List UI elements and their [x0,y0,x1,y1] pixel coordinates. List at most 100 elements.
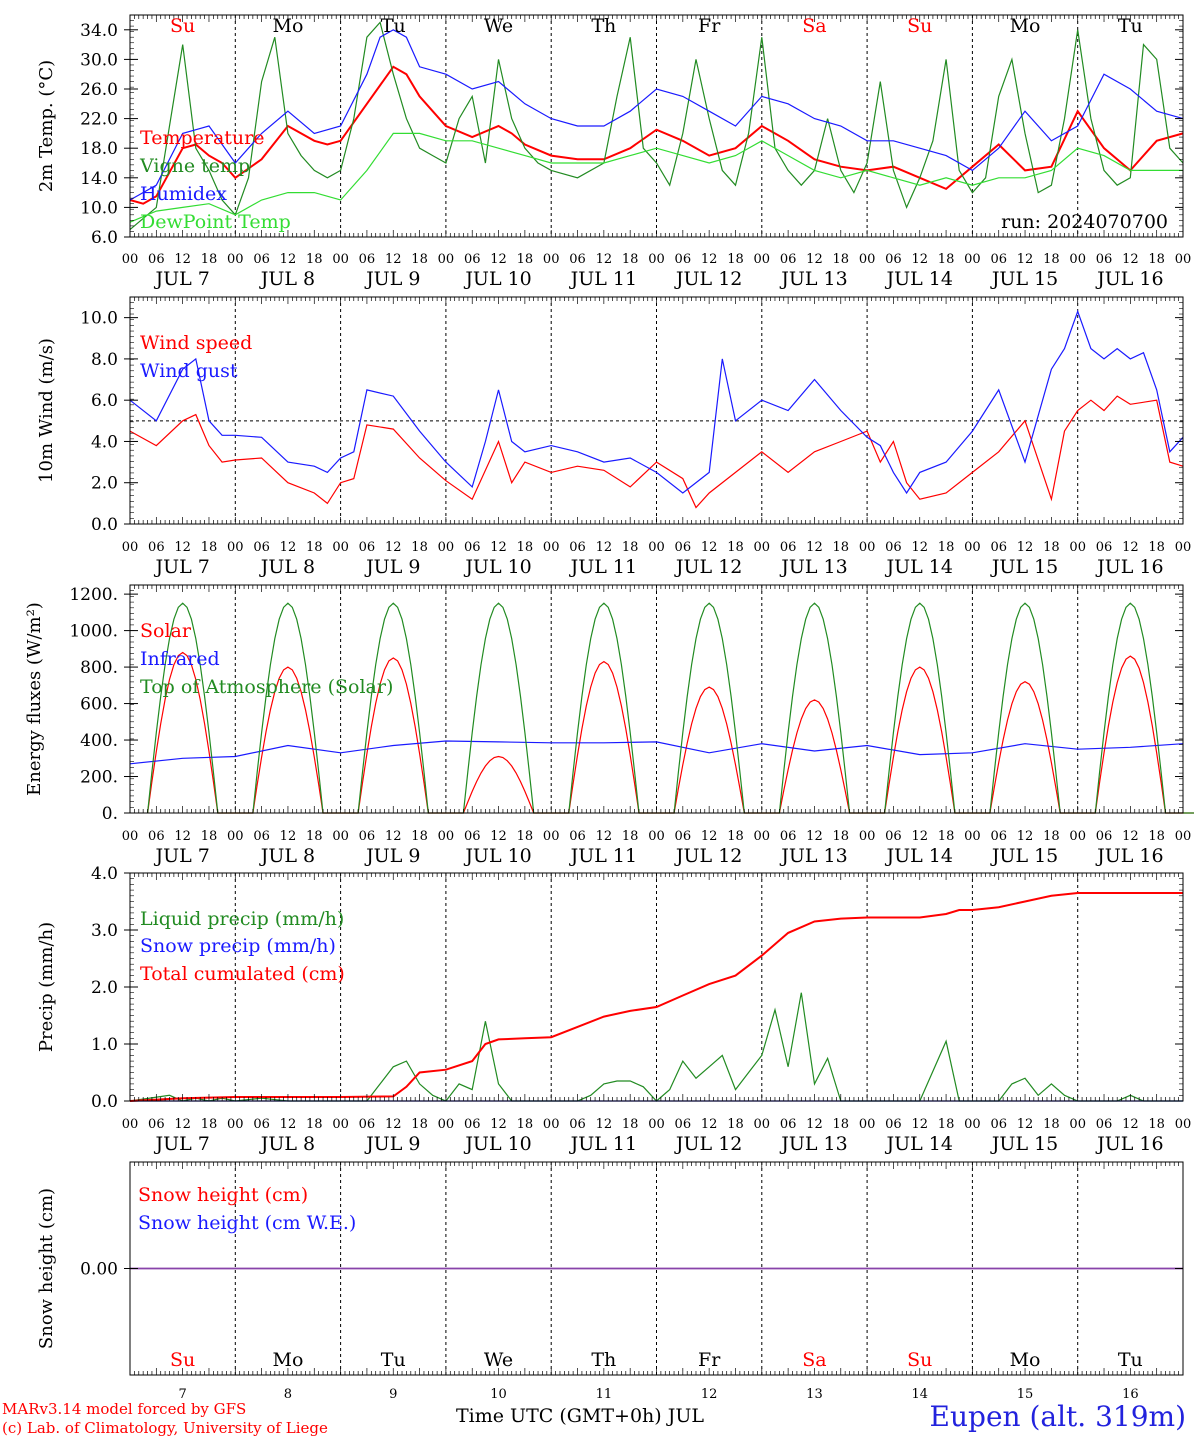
hour-tick-label: 12 [1122,829,1139,844]
day-number-label: 10 [490,1387,507,1402]
y-tick-label: 800. [80,658,118,678]
hour-tick-label: 00 [648,829,665,844]
hour-tick-label: 00 [1175,829,1192,844]
hour-tick-label: 06 [990,252,1007,267]
y-tick-label: 6.0 [91,228,118,248]
hour-tick-label: 00 [964,829,981,844]
legend-entry: Infrared [140,648,220,670]
date-label: JUL 14 [885,1133,953,1155]
hour-tick-label: 18 [517,540,534,555]
hour-tick-label: 12 [806,829,823,844]
date-label: JUL 16 [1095,1133,1163,1155]
hour-tick-label: 00 [754,540,771,555]
day-name-bottom: Mo [272,1349,303,1371]
hour-tick-label: 06 [253,1117,270,1132]
hour-tick-label: 06 [464,829,481,844]
hour-tick-label: 12 [1017,829,1034,844]
hour-tick-label: 06 [569,252,586,267]
day-number-label: 7 [179,1387,187,1402]
date-label: JUL 9 [364,556,420,578]
hour-tick-label: 12 [596,540,613,555]
day-number-label: 12 [701,1387,718,1402]
hour-tick-label: 06 [359,252,376,267]
hour-tick-label: 00 [122,829,139,844]
hour-tick-label: 18 [411,1117,428,1132]
date-label: JUL 15 [990,268,1058,290]
legend-entry: Liquid precip (mm/h) [140,908,344,930]
date-label: JUL 8 [259,1133,315,1155]
hour-tick-label: 00 [227,540,244,555]
day-name-top: Th [591,15,616,37]
series-line [129,29,1184,201]
date-label: JUL 7 [153,1133,209,1155]
day-number-label: 9 [389,1387,397,1402]
hour-tick-label: 12 [280,540,297,555]
hour-tick-label: 12 [174,829,191,844]
date-label: JUL 13 [779,556,847,578]
hour-tick-label: 00 [1069,829,1086,844]
legend-entry: Top of Atmosphere (Solar) [140,676,393,698]
hour-tick-label: 18 [938,252,955,267]
date-label: JUL 13 [779,845,847,867]
hour-tick-label: 12 [1017,252,1034,267]
series-line [129,395,1184,509]
hour-tick-label: 18 [938,1117,955,1132]
hour-tick-label: 12 [701,1117,718,1132]
y-tick-label: 22.0 [80,110,118,130]
hour-tick-label: 06 [569,829,586,844]
hour-tick-label: 12 [701,829,718,844]
hour-tick-label: 12 [806,540,823,555]
hour-tick-label: 06 [990,829,1007,844]
day-name-top: Tu [1118,15,1143,37]
hour-tick-label: 06 [253,829,270,844]
hour-tick-label: 00 [648,540,665,555]
y-tick-label: 1200. [69,585,118,605]
hour-tick-label: 00 [438,1117,455,1132]
y-tick-label: 34.0 [80,21,118,41]
date-label: JUL 11 [569,845,637,867]
y-tick-label: 30.0 [80,50,118,70]
day-number-label: 16 [1122,1387,1139,1402]
hour-tick-label: 18 [411,540,428,555]
date-label: JUL 7 [153,268,209,290]
hour-tick-label: 18 [622,829,639,844]
hour-tick-label: 12 [490,252,507,267]
series-line [129,21,1184,231]
legend-entry: Humidex [140,183,227,205]
date-label: JUL 9 [364,1133,420,1155]
date-label: JUL 11 [569,1133,637,1155]
hour-tick-label: 18 [201,1117,218,1132]
day-name-bottom: Fr [698,1349,721,1371]
date-label: JUL 9 [364,268,420,290]
hour-tick-label: 18 [622,540,639,555]
hour-tick-label: 06 [148,829,165,844]
hour-tick-label: 12 [385,252,402,267]
station-name: Eupen (alt. 319m) [929,1400,1186,1433]
hour-tick-label: 00 [227,1117,244,1132]
date-label: JUL 15 [990,845,1058,867]
lab-credit-line: (c) Lab. of Climatology, University of L… [2,1419,328,1437]
date-label: JUL 14 [885,845,953,867]
y-tick-label: 600. [80,695,118,715]
day-name-top: Su [170,15,195,37]
hour-tick-label: 06 [675,540,692,555]
date-label: JUL 9 [364,845,420,867]
series-line [129,892,1183,1102]
hour-tick-label: 12 [596,1117,613,1132]
hour-tick-label: 12 [701,540,718,555]
hour-tick-label: 00 [332,540,349,555]
hour-tick-label: 18 [1148,252,1165,267]
legend-entry: Snow height (cm) [138,1184,308,1206]
hour-tick-label: 18 [727,829,744,844]
hour-tick-label: 00 [1069,1117,1086,1132]
hour-tick-label: 00 [332,829,349,844]
hour-tick-label: 18 [201,829,218,844]
hour-tick-label: 06 [885,540,902,555]
day-name-top: Su [907,15,932,37]
hour-tick-label: 00 [1069,540,1086,555]
day-name-top: Mo [272,15,303,37]
date-label: JUL 16 [1095,845,1163,867]
hour-tick-label: 06 [780,540,797,555]
date-label: JUL 12 [674,845,742,867]
hour-tick-label: 00 [648,1117,665,1132]
